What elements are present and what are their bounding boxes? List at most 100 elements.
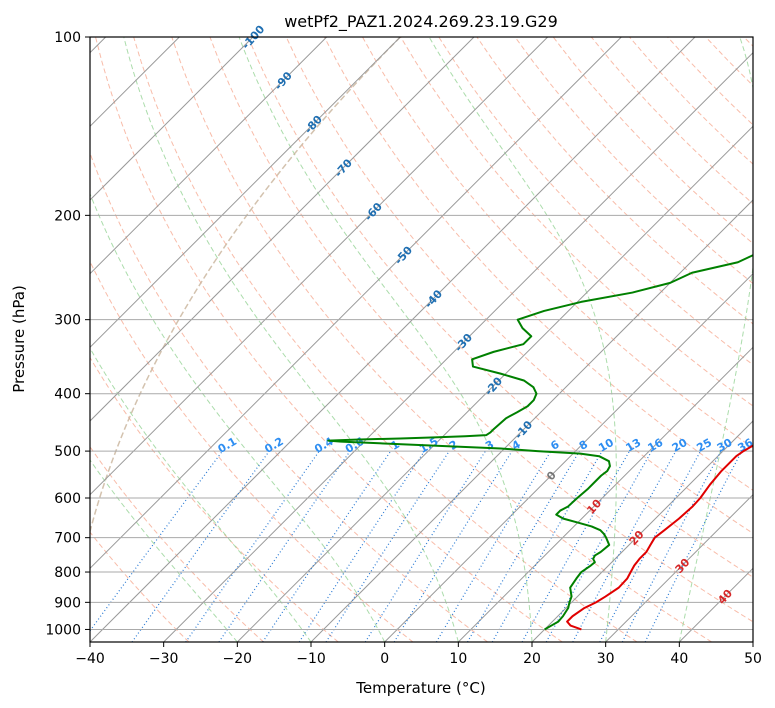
y-tick-label: 200 — [54, 208, 81, 224]
dry-adiabat — [90, 356, 339, 642]
mixing-ratio-line — [325, 450, 450, 642]
sounding-series — [327, 254, 753, 631]
mixing-ratio-label: 0.6 — [343, 435, 367, 456]
y-tick-label: 400 — [54, 387, 81, 403]
dry-adiabat — [438, 37, 753, 366]
x-tick-label: −20 — [223, 651, 253, 667]
y-tick-label: 800 — [54, 565, 81, 581]
mixing-ratio-line — [572, 450, 677, 642]
moist-adiabat — [428, 37, 617, 642]
mixing-ratio-line — [466, 450, 580, 642]
isotherm-line — [90, 37, 549, 496]
mixing-ratio-label: 2 — [447, 438, 460, 453]
dry-adiabat — [285, 37, 753, 534]
mixing-ratio-line — [185, 450, 320, 642]
x-tick-label: 20 — [523, 651, 541, 667]
dry-adiabat — [133, 37, 638, 642]
mixing-ratio-label-text: 25 — [694, 436, 714, 455]
mixing-ratio-label-text: 20 — [670, 436, 690, 455]
mixing-ratio-line — [90, 450, 223, 632]
dry-adiabat — [514, 37, 753, 285]
mixing-ratio-label: 0.2 — [262, 435, 285, 456]
mixing-ratio-label: 10 — [596, 436, 616, 455]
mixing-ratio-label-text: 6 — [548, 438, 561, 453]
dry-adiabat — [90, 260, 414, 642]
dry-adiabat — [247, 37, 753, 578]
dry-adiabat — [400, 37, 753, 407]
mixing-ratio-line — [364, 450, 486, 642]
isotherm-line — [90, 37, 475, 422]
mixing-ratio-label-text: 0.2 — [262, 435, 285, 456]
isotherm-line — [384, 272, 753, 642]
x-axis-ticks: −40 −30 −20 −10 0 10 20 30 40 50 — [75, 642, 762, 667]
dry-adiabat — [590, 37, 753, 205]
mixing-ratio-label-text: 8 — [577, 438, 590, 453]
dry-adiabat — [95, 37, 563, 642]
mixing-ratio-line — [545, 450, 653, 642]
x-tick-label: −30 — [149, 651, 179, 667]
moist-adiabat — [90, 347, 312, 642]
dry-adiabat — [90, 445, 264, 642]
x-tick-label: −10 — [296, 651, 326, 667]
dry-adiabat — [743, 37, 753, 47]
x-tick-label: −40 — [75, 651, 105, 667]
isotherm-line — [90, 37, 328, 275]
mixing-ratio-label: 6 — [548, 438, 561, 453]
plot-frame — [89, 36, 754, 643]
y-tick-label: 1000 — [45, 622, 81, 638]
mixing-ratio-label-text: 0.1 — [216, 435, 239, 456]
y-tick-label: 300 — [54, 313, 81, 329]
isotherm-line — [605, 493, 753, 642]
isotherm-line — [90, 37, 696, 642]
dry-adiabat — [90, 151, 488, 642]
mixing-ratio-label: 0.1 — [216, 435, 239, 456]
y-tick-label: 900 — [54, 595, 81, 611]
isotherm-line — [90, 37, 254, 201]
mixing-ratio-line — [218, 450, 351, 642]
dry-adiabat — [171, 37, 713, 642]
grid-lines — [90, 37, 753, 630]
isotherm-line — [531, 420, 753, 642]
isotherm-line — [752, 641, 753, 642]
mixing-ratio-label-text: 0.4 — [312, 435, 336, 456]
x-tick-label: 50 — [744, 651, 762, 667]
x-tick-label: 30 — [597, 651, 615, 667]
isotherm-line — [163, 51, 753, 642]
isotherm-line — [236, 125, 753, 642]
y-axis-title: Pressure (hPa) — [10, 285, 28, 393]
mixing-ratio-label: 25 — [694, 436, 714, 455]
isotherm-line — [678, 567, 753, 642]
mixing-ratio-line — [298, 450, 425, 642]
mixing-ratio-line — [435, 450, 552, 642]
temperature-profile — [566, 444, 753, 631]
mixing-ratio-label-text: 13 — [623, 436, 643, 455]
y-tick-label: 100 — [54, 30, 81, 46]
mixing-ratio-label: 8 — [577, 438, 590, 453]
y-tick-label: 600 — [54, 491, 81, 507]
isotherm-line — [90, 37, 401, 349]
dry-adiabat — [705, 37, 753, 87]
mixing-ratio-line — [393, 450, 513, 642]
mixing-ratio-line — [644, 450, 743, 642]
y-tick-label: 700 — [54, 531, 81, 547]
x-axis-title: Temperature (°C) — [355, 679, 485, 697]
mixing-ratio-line — [262, 450, 392, 642]
x-tick-label: 40 — [670, 651, 688, 667]
mixing-ratio-label-text: 10 — [596, 436, 616, 455]
chart-title: wetPf2_PAZ1.2024.269.23.19.G29 — [284, 12, 558, 32]
dry-adiabat — [209, 37, 753, 623]
mixing-ratio-label: 1 — [389, 438, 402, 453]
mixing-ratio-label: 30 — [715, 436, 735, 455]
mixing-ratio-label: 13 — [623, 436, 643, 455]
moist-adiabat — [238, 37, 533, 642]
background-lines — [90, 37, 753, 642]
x-tick-label: 10 — [449, 651, 467, 667]
dry-adiabat — [323, 37, 753, 491]
moist-adiabat — [90, 459, 238, 642]
mixing-ratio-line — [599, 450, 702, 642]
dry-adiabat — [667, 37, 753, 126]
y-tick-label: 500 — [54, 444, 81, 460]
moist-adiabat — [678, 37, 753, 642]
